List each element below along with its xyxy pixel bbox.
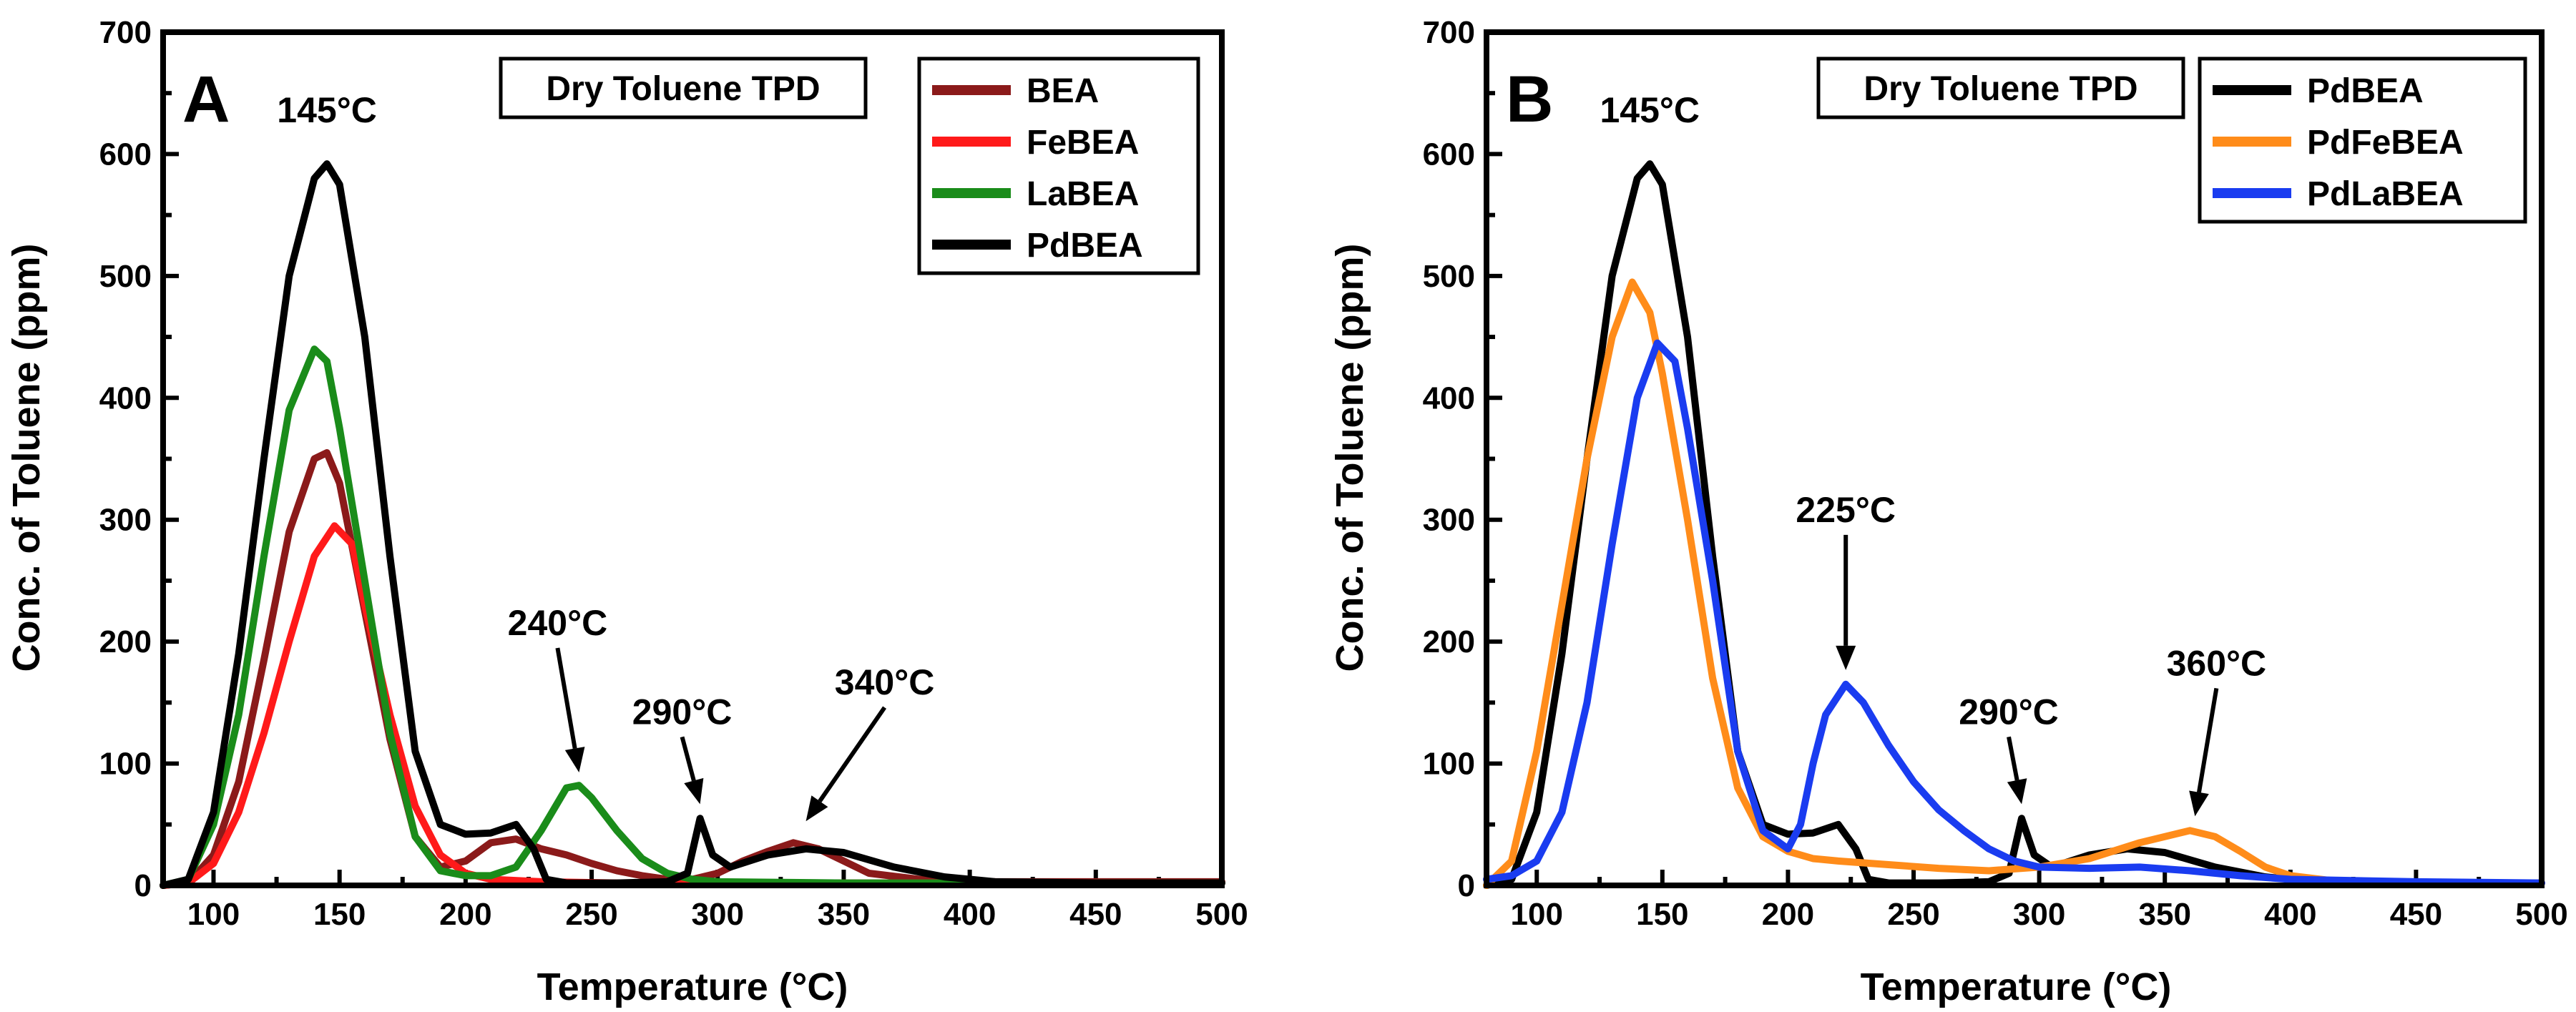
y-tick-label: 100 <box>1423 747 1475 782</box>
chart-title: Dry Toluene TPD <box>1864 70 2137 108</box>
y-tick-label: 700 <box>1423 15 1475 50</box>
peak-arrow-line <box>2007 736 2019 781</box>
series-line-bea <box>160 449 1225 889</box>
x-tick-label: 200 <box>439 897 491 932</box>
x-tick-label: 400 <box>2264 897 2316 932</box>
peak-arrow-line <box>2197 687 2219 793</box>
title-box: Dry Toluene TPD <box>499 57 868 119</box>
x-tick-label: 300 <box>692 897 744 932</box>
peak-arrow-head <box>1836 645 1856 670</box>
y-tick-label: 500 <box>99 259 152 294</box>
x-axis-label: Temperature (°C) <box>537 966 848 1008</box>
plot-frame <box>1484 29 2545 888</box>
peak-arrow-line <box>555 647 577 750</box>
y-tick-label: 300 <box>99 503 152 538</box>
x-tick-label: 250 <box>1887 897 1939 932</box>
peak-label-225-c: 225°C <box>1796 490 1896 530</box>
series-line-pdbea <box>1483 160 2545 889</box>
x-tick-label: 250 <box>565 897 617 932</box>
y-tick-label: 600 <box>99 137 152 172</box>
plot-frame <box>160 29 1225 888</box>
panel-a: Conc. of Toluene (ppm) Temperature (°C) … <box>5 15 1248 1008</box>
y-tick-label: 200 <box>99 624 152 659</box>
legend: BEA FeBEA LaBEA PdBEA <box>917 57 1200 275</box>
legend-label-labea: LaBEA <box>1027 175 1139 213</box>
axis-ticks: 100 150 200 250 300 350 400 450 500 0 100 200 300 400… <box>1423 15 2568 932</box>
peak-arrow-line <box>818 706 887 802</box>
peak-label-290-c: 290°C <box>1959 692 2059 732</box>
peak-annotations: 145°C 240°C 290°C 340°C <box>277 90 935 822</box>
peak-arrow-line <box>680 736 696 782</box>
series-line-pdfebea <box>1483 278 2545 889</box>
series-line-pdlabea <box>1483 339 2545 887</box>
series-lines <box>1483 160 2545 889</box>
y-tick-label: 600 <box>1423 137 1475 172</box>
legend-label-pdbea: PdBEA <box>1027 227 1143 265</box>
x-tick-label: 450 <box>2390 897 2442 932</box>
y-tick-label: 0 <box>134 868 152 903</box>
x-tick-label: 350 <box>818 897 870 932</box>
peak-annotations: 145°C 225°C 290°C 360°C <box>1600 90 2267 817</box>
x-tick-label: 200 <box>1762 897 1814 932</box>
title-box: Dry Toluene TPD <box>1816 57 2185 119</box>
y-tick-label: 300 <box>1423 503 1475 538</box>
peak-arrow-head <box>2007 778 2027 805</box>
peak-label-240-c: 240°C <box>508 603 608 643</box>
x-axis-label: Temperature (°C) <box>1861 966 2172 1008</box>
legend: PdBEA PdFeBEA PdLaBEA <box>2198 57 2527 224</box>
y-tick-label: 700 <box>99 15 152 50</box>
peak-arrow-head <box>564 747 585 773</box>
x-tick-label: 300 <box>2013 897 2065 932</box>
legend-label-bea: BEA <box>1027 72 1099 110</box>
x-tick-label: 100 <box>1511 897 1563 932</box>
chart-title: Dry Toluene TPD <box>546 70 820 108</box>
x-tick-label: 150 <box>1636 897 1688 932</box>
x-tick-label: 450 <box>1069 897 1122 932</box>
x-tick-label: 150 <box>313 897 366 932</box>
peak-label-340-c: 340°C <box>835 662 935 702</box>
legend-label-pdbea: PdBEA <box>2307 72 2424 110</box>
legend-label-pdfebea: PdFeBEA <box>2307 124 2464 162</box>
y-axis-label: Conc. of Toluene (ppm) <box>1328 244 1371 672</box>
axis-ticks: 100 150 200 250 300 350 400 450 500 0 100 200 300 400… <box>99 15 1248 932</box>
y-tick-label: 200 <box>1423 624 1475 659</box>
panel-letter: B <box>1506 63 1553 136</box>
y-tick-label: 400 <box>1423 380 1475 416</box>
x-tick-label: 400 <box>944 897 996 932</box>
panel-letter: A <box>182 63 230 136</box>
peak-label-360-c: 360°C <box>2167 643 2267 683</box>
x-tick-label: 100 <box>187 897 240 932</box>
series-line-pdbea <box>160 160 1225 889</box>
peak-arrow-head <box>684 777 704 805</box>
peak-label-145-c: 145°C <box>277 90 377 130</box>
y-tick-label: 100 <box>99 747 152 782</box>
y-tick-label: 400 <box>99 380 152 416</box>
y-axis-label: Conc. of Toluene (ppm) <box>5 244 48 672</box>
legend-label-pdlabea: PdLaBEA <box>2307 175 2464 213</box>
y-tick-label: 500 <box>1423 259 1475 294</box>
peak-label-290-c: 290°C <box>632 692 733 732</box>
x-tick-label: 350 <box>2139 897 2191 932</box>
y-tick-label: 0 <box>1458 868 1475 903</box>
peak-label-145-c: 145°C <box>1600 90 1700 130</box>
x-tick-label: 500 <box>1195 897 1248 932</box>
x-tick-label: 500 <box>2515 897 2567 932</box>
legend-label-febea: FeBEA <box>1027 124 1139 162</box>
panel-b: Conc. of Toluene (ppm) Temperature (°C) … <box>1328 15 2568 1008</box>
series-line-labea <box>160 345 1225 889</box>
peak-arrow-head <box>805 795 828 822</box>
peak-arrow-head <box>2189 790 2209 817</box>
